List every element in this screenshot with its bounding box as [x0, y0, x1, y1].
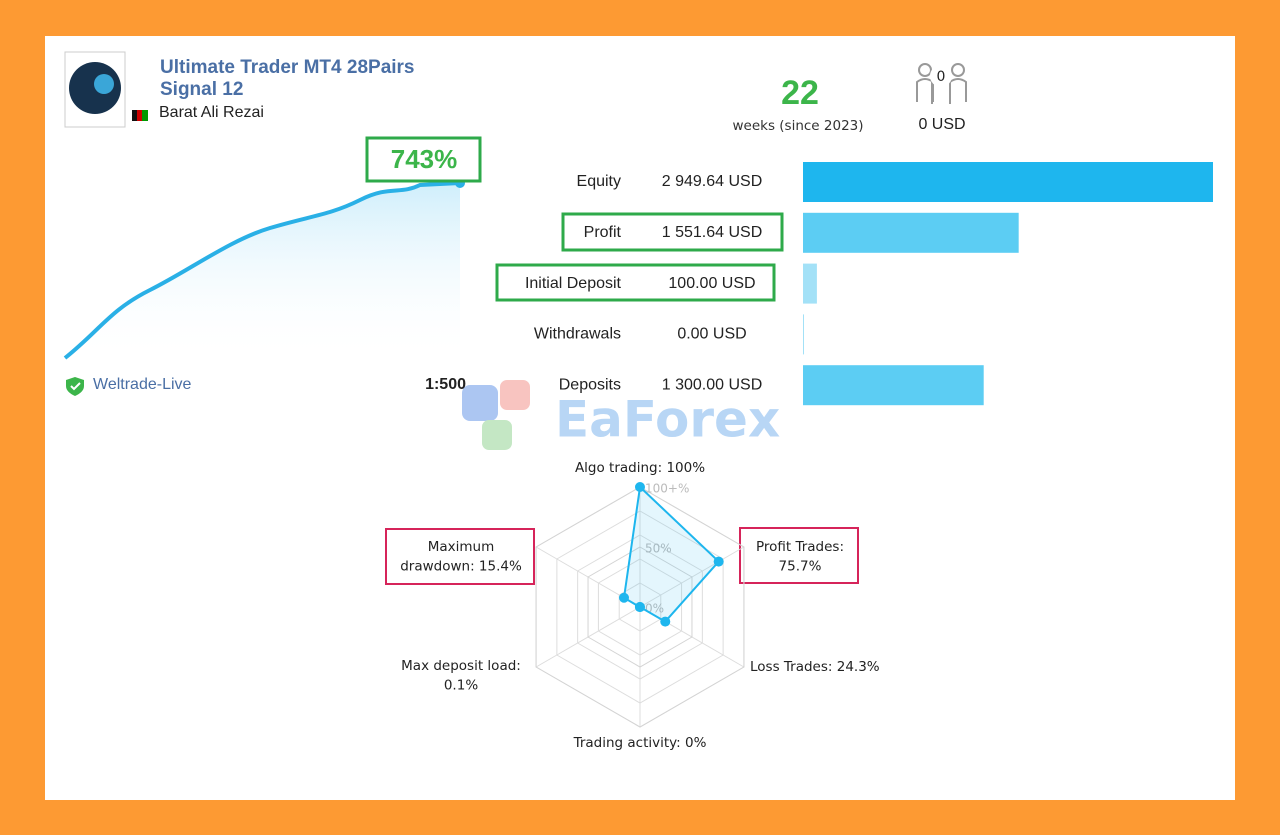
signal-title[interactable]: Ultimate Trader MT4 28Pairs — [160, 57, 415, 78]
radar-area — [622, 484, 721, 623]
radar-label: Maximum — [428, 539, 495, 555]
balance-bar — [803, 162, 1213, 202]
leverage: 1:500 — [425, 376, 466, 393]
radar-label: drawdown: 15.4% — [400, 559, 522, 575]
grid-line — [587, 546, 693, 668]
balance-name: Withdrawals — [534, 326, 621, 343]
highlight-box — [561, 212, 784, 252]
radar-tick-label: 100+% — [645, 482, 689, 496]
radar-point — [635, 482, 645, 492]
radar-tick-label: 50% — [645, 542, 672, 556]
radar-label: 75.7% — [779, 559, 822, 575]
grid-line — [535, 486, 745, 728]
watermark: EaForex — [555, 391, 780, 449]
growth-label: 743% — [391, 144, 458, 174]
subscribers: 0 — [937, 69, 946, 85]
subscribers-badge — [930, 65, 952, 87]
author[interactable]: Barat Ali Rezai — [159, 104, 264, 121]
watermark-logo — [462, 380, 530, 450]
radar-label: Loss Trades: 24.3% — [750, 659, 880, 675]
highlight-box — [739, 527, 859, 584]
balance-bar — [803, 314, 804, 355]
balance-bar — [803, 365, 984, 406]
radar-label: 0.1% — [444, 678, 478, 694]
highlight-box — [385, 528, 535, 585]
signal-title[interactable]: Signal 12 — [160, 79, 243, 100]
balance-bar — [803, 212, 1019, 253]
flag-stripe — [142, 110, 148, 121]
radar-point — [660, 616, 671, 627]
highlight-box — [495, 263, 776, 302]
radar-point — [634, 602, 645, 613]
radar-point — [618, 592, 629, 603]
growth-area — [65, 183, 460, 360]
broker[interactable]: Weltrade-Live — [93, 376, 192, 393]
balance-name: Initial Deposit — [525, 275, 622, 292]
verified-icon — [66, 377, 84, 396]
highlight-box — [365, 136, 482, 183]
balance-value: 1 551.64 USD — [662, 224, 763, 241]
balance-value: 100.00 USD — [668, 275, 755, 292]
weeks: 22 — [781, 74, 819, 112]
balance-name: Profit — [584, 224, 622, 241]
growth-line — [63, 181, 461, 360]
radar-label: Algo trading: 100% — [575, 460, 705, 476]
radar-label: Profit Trades: — [756, 539, 844, 555]
balance-name: Equity — [577, 173, 621, 190]
balance-bar — [803, 263, 817, 304]
balance-value: 1 300.00 USD — [662, 376, 763, 393]
balance-name: Deposits — [559, 376, 621, 393]
radar-label: Trading activity: 0% — [573, 735, 707, 751]
balance-value: 2 949.64 USD — [662, 173, 763, 190]
radar-label: Max deposit load: — [401, 658, 521, 674]
weeks-label: weeks (since 2023) — [732, 118, 863, 134]
flag-stripe — [137, 110, 142, 121]
radar-point — [713, 556, 724, 567]
balance-value: 0.00 USD — [677, 326, 746, 343]
subscribers-value: 0 USD — [918, 116, 965, 133]
verified-check — [70, 382, 81, 391]
avatar-detail — [94, 74, 114, 94]
